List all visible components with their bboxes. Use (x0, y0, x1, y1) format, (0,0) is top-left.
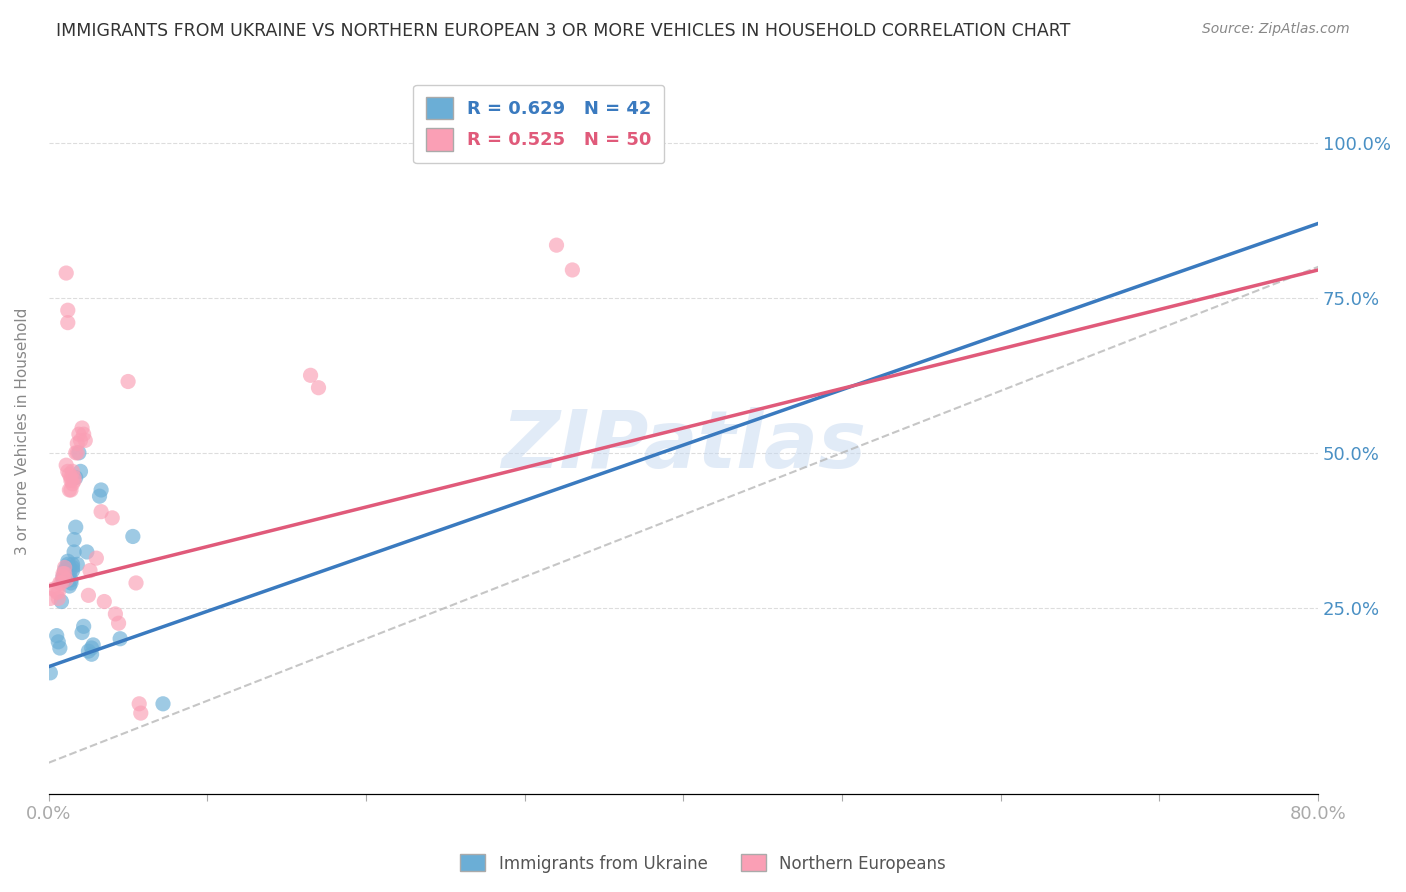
Point (65, 470, 87, 484)
Point (46, 585, 69, 599)
Point (66, 558, 89, 572)
Point (121, 529, 143, 543)
Point (62, 464, 84, 478)
Text: IMMIGRANTS FROM UKRAINE VS NORTHERN EUROPEAN 3 OR MORE VEHICLES IN HOUSEHOLD COR: IMMIGRANTS FROM UKRAINE VS NORTHERN EURO… (56, 22, 1070, 40)
Point (62, 558, 84, 572)
Point (58, 566, 80, 581)
Point (59, 483, 82, 497)
Point (128, 697, 150, 711)
Point (101, 511, 124, 525)
Point (55, 573, 77, 587)
Point (58, 467, 80, 482)
Point (58, 579, 80, 593)
Point (93, 594, 115, 608)
Point (51, 576, 73, 591)
Point (39, 665, 62, 680)
Point (49, 640, 72, 655)
Point (63, 533, 86, 547)
Point (39, 591, 62, 606)
Point (51, 594, 73, 608)
Point (75, 434, 97, 448)
Text: Source: ZipAtlas.com: Source: ZipAtlas.com (1202, 22, 1350, 37)
Point (125, 576, 148, 591)
Point (65, 446, 87, 460)
Point (66, 446, 89, 460)
Point (53, 560, 76, 574)
Point (65, 520, 87, 534)
Point (52, 570, 75, 584)
Point (66, 436, 89, 450)
Point (63, 474, 86, 488)
Point (79, 564, 101, 578)
Point (56, 570, 79, 584)
Point (63, 545, 86, 559)
Point (45, 629, 67, 643)
Point (55, 266, 77, 280)
Point (107, 616, 129, 631)
Point (76, 545, 98, 559)
Point (73, 427, 96, 442)
Point (73, 619, 96, 633)
Y-axis label: 3 or more Vehicles in Household: 3 or more Vehicles in Household (15, 308, 30, 555)
Point (53, 573, 76, 587)
Point (58, 560, 80, 574)
Point (62, 476, 84, 491)
Point (58, 483, 80, 497)
Point (55, 560, 77, 574)
Point (308, 381, 330, 395)
Point (53, 564, 76, 578)
Point (90, 483, 112, 497)
Point (90, 505, 112, 519)
Point (86, 551, 108, 566)
Point (70, 625, 93, 640)
Point (108, 632, 131, 646)
Point (52, 566, 75, 581)
Point (80, 647, 103, 661)
Point (52, 570, 75, 584)
Point (59, 474, 82, 488)
Point (82, 638, 104, 652)
Point (55, 458, 77, 473)
Point (69, 464, 91, 478)
Point (89, 489, 111, 503)
Point (42, 582, 65, 596)
Point (67, 446, 90, 460)
Point (80, 640, 103, 655)
Point (299, 368, 322, 383)
Point (59, 573, 82, 587)
Point (53, 570, 76, 584)
Point (56, 303, 79, 318)
Legend: Immigrants from Ukraine, Northern Europeans: Immigrants from Ukraine, Northern Europe… (454, 847, 952, 880)
Point (104, 607, 127, 621)
Legend: R = 0.629   N = 42, R = 0.525   N = 50: R = 0.629 N = 42, R = 0.525 N = 50 (413, 85, 665, 163)
Point (70, 421, 93, 435)
Point (55, 566, 77, 581)
Point (152, 697, 174, 711)
Point (59, 470, 82, 484)
Point (56, 464, 79, 478)
Point (77, 588, 100, 602)
Point (62, 560, 84, 574)
Point (52, 573, 75, 587)
Point (69, 434, 91, 448)
Point (67, 427, 90, 442)
Point (53, 566, 76, 581)
Point (46, 635, 69, 649)
Point (546, 238, 568, 252)
Point (45, 585, 67, 599)
Point (117, 375, 139, 389)
Point (59, 576, 82, 591)
Point (56, 554, 79, 568)
Point (56, 316, 79, 330)
Point (49, 576, 72, 591)
Point (77, 644, 100, 658)
Point (62, 564, 84, 578)
Text: ZIPatlas: ZIPatlas (501, 407, 866, 484)
Point (63, 470, 86, 484)
Point (56, 558, 79, 572)
Point (129, 706, 152, 720)
Point (46, 591, 69, 606)
Point (561, 263, 583, 277)
